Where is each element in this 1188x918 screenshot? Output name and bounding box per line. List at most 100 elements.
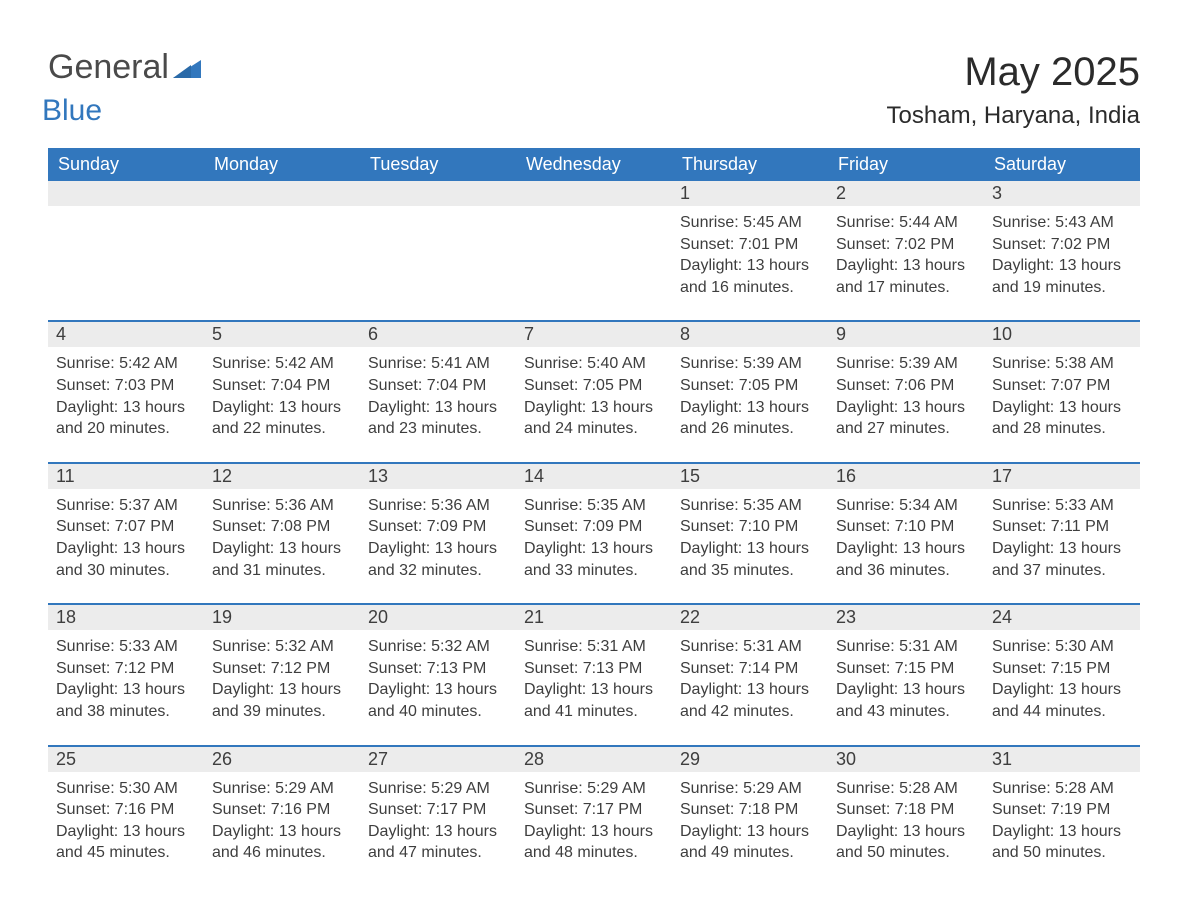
logo-triangle-icon — [173, 56, 201, 78]
day-detail-cell: Sunrise: 5:36 AMSunset: 7:09 PMDaylight:… — [360, 489, 516, 604]
sunrise-text: Sunrise: 5:38 AM — [992, 353, 1132, 375]
daylight-text: and 41 minutes. — [524, 701, 664, 723]
daylight-text: and 23 minutes. — [368, 418, 508, 440]
day-detail-cell: Sunrise: 5:34 AMSunset: 7:10 PMDaylight:… — [828, 489, 984, 604]
day-of-week-header: Tuesday — [360, 148, 516, 181]
day-number-cell — [48, 181, 204, 206]
day-of-week-row: SundayMondayTuesdayWednesdayThursdayFrid… — [48, 148, 1140, 181]
week-number-row: 123 — [48, 181, 1140, 206]
sunrise-text: Sunrise: 5:29 AM — [212, 778, 352, 800]
daylight-text: Daylight: 13 hours — [992, 821, 1132, 843]
day-number-cell — [516, 181, 672, 206]
daylight-text: and 43 minutes. — [836, 701, 976, 723]
day-number-cell: 5 — [204, 321, 360, 347]
sunrise-text: Sunrise: 5:32 AM — [368, 636, 508, 658]
sunset-text: Sunset: 7:06 PM — [836, 375, 976, 397]
sunrise-text: Sunrise: 5:29 AM — [680, 778, 820, 800]
logo-text-block: General Blue — [48, 50, 201, 118]
day-detail-cell: Sunrise: 5:35 AMSunset: 7:09 PMDaylight:… — [516, 489, 672, 604]
daylight-text: Daylight: 13 hours — [836, 679, 976, 701]
calendar-table: SundayMondayTuesdayWednesdayThursdayFrid… — [48, 148, 1140, 886]
daylight-text: Daylight: 13 hours — [56, 397, 196, 419]
day-number-cell: 3 — [984, 181, 1140, 206]
daylight-text: Daylight: 13 hours — [680, 255, 820, 277]
sunrise-text: Sunrise: 5:32 AM — [212, 636, 352, 658]
day-number-cell: 15 — [672, 463, 828, 489]
day-detail-cell: Sunrise: 5:42 AMSunset: 7:04 PMDaylight:… — [204, 347, 360, 462]
day-of-week-header: Thursday — [672, 148, 828, 181]
daylight-text: and 24 minutes. — [524, 418, 664, 440]
sunset-text: Sunset: 7:03 PM — [56, 375, 196, 397]
daylight-text: and 37 minutes. — [992, 560, 1132, 582]
daylight-text: Daylight: 13 hours — [524, 397, 664, 419]
day-detail-cell: Sunrise: 5:44 AMSunset: 7:02 PMDaylight:… — [828, 206, 984, 321]
daylight-text: and 42 minutes. — [680, 701, 820, 723]
daylight-text: Daylight: 13 hours — [992, 679, 1132, 701]
sunset-text: Sunset: 7:17 PM — [368, 799, 508, 821]
daylight-text: Daylight: 13 hours — [680, 821, 820, 843]
sunrise-text: Sunrise: 5:35 AM — [524, 495, 664, 517]
daylight-text: Daylight: 13 hours — [992, 397, 1132, 419]
location-subtitle: Tosham, Haryana, India — [887, 102, 1140, 130]
daylight-text: Daylight: 13 hours — [836, 397, 976, 419]
logo-word-2: Blue — [42, 94, 195, 128]
sunset-text: Sunset: 7:04 PM — [212, 375, 352, 397]
sunrise-text: Sunrise: 5:39 AM — [836, 353, 976, 375]
daylight-text: Daylight: 13 hours — [836, 255, 976, 277]
day-detail-cell: Sunrise: 5:30 AMSunset: 7:16 PMDaylight:… — [48, 772, 204, 886]
day-number-cell: 8 — [672, 321, 828, 347]
day-detail-cell: Sunrise: 5:36 AMSunset: 7:08 PMDaylight:… — [204, 489, 360, 604]
daylight-text: Daylight: 13 hours — [524, 679, 664, 701]
sunrise-text: Sunrise: 5:30 AM — [992, 636, 1132, 658]
sunrise-text: Sunrise: 5:33 AM — [992, 495, 1132, 517]
day-detail-cell: Sunrise: 5:35 AMSunset: 7:10 PMDaylight:… — [672, 489, 828, 604]
day-detail-cell: Sunrise: 5:32 AMSunset: 7:13 PMDaylight:… — [360, 630, 516, 745]
day-number-cell: 28 — [516, 746, 672, 772]
daylight-text: and 26 minutes. — [680, 418, 820, 440]
sunset-text: Sunset: 7:09 PM — [524, 516, 664, 538]
daylight-text: Daylight: 13 hours — [56, 821, 196, 843]
day-detail-cell: Sunrise: 5:31 AMSunset: 7:13 PMDaylight:… — [516, 630, 672, 745]
daylight-text: Daylight: 13 hours — [524, 821, 664, 843]
daylight-text: and 32 minutes. — [368, 560, 508, 582]
sunset-text: Sunset: 7:19 PM — [992, 799, 1132, 821]
sunrise-text: Sunrise: 5:31 AM — [836, 636, 976, 658]
daylight-text: and 49 minutes. — [680, 842, 820, 864]
day-number-cell: 26 — [204, 746, 360, 772]
daylight-text: Daylight: 13 hours — [836, 821, 976, 843]
day-detail-cell: Sunrise: 5:40 AMSunset: 7:05 PMDaylight:… — [516, 347, 672, 462]
daylight-text: and 35 minutes. — [680, 560, 820, 582]
day-detail-cell: Sunrise: 5:42 AMSunset: 7:03 PMDaylight:… — [48, 347, 204, 462]
daylight-text: Daylight: 13 hours — [680, 397, 820, 419]
day-number-cell: 4 — [48, 321, 204, 347]
logo: General Blue — [48, 50, 201, 118]
day-detail-cell: Sunrise: 5:33 AMSunset: 7:11 PMDaylight:… — [984, 489, 1140, 604]
day-detail-cell: Sunrise: 5:30 AMSunset: 7:15 PMDaylight:… — [984, 630, 1140, 745]
day-number-cell: 11 — [48, 463, 204, 489]
daylight-text: and 27 minutes. — [836, 418, 976, 440]
sunset-text: Sunset: 7:14 PM — [680, 658, 820, 680]
daylight-text: and 30 minutes. — [56, 560, 196, 582]
daylight-text: and 31 minutes. — [212, 560, 352, 582]
week-detail-row: Sunrise: 5:33 AMSunset: 7:12 PMDaylight:… — [48, 630, 1140, 745]
day-detail-cell: Sunrise: 5:29 AMSunset: 7:18 PMDaylight:… — [672, 772, 828, 886]
day-number-cell: 12 — [204, 463, 360, 489]
sunset-text: Sunset: 7:09 PM — [368, 516, 508, 538]
daylight-text: and 28 minutes. — [992, 418, 1132, 440]
sunrise-text: Sunrise: 5:40 AM — [524, 353, 664, 375]
daylight-text: Daylight: 13 hours — [56, 679, 196, 701]
day-number-cell: 21 — [516, 604, 672, 630]
month-title: May 2025 — [887, 50, 1140, 94]
sunrise-text: Sunrise: 5:42 AM — [56, 353, 196, 375]
sunset-text: Sunset: 7:10 PM — [836, 516, 976, 538]
title-block: May 2025 Tosham, Haryana, India — [887, 50, 1140, 130]
daylight-text: and 50 minutes. — [992, 842, 1132, 864]
day-detail-cell: Sunrise: 5:29 AMSunset: 7:17 PMDaylight:… — [516, 772, 672, 886]
day-number-cell: 22 — [672, 604, 828, 630]
sunset-text: Sunset: 7:07 PM — [56, 516, 196, 538]
day-detail-cell: Sunrise: 5:39 AMSunset: 7:05 PMDaylight:… — [672, 347, 828, 462]
sunset-text: Sunset: 7:12 PM — [212, 658, 352, 680]
day-detail-cell: Sunrise: 5:29 AMSunset: 7:17 PMDaylight:… — [360, 772, 516, 886]
day-of-week-header: Monday — [204, 148, 360, 181]
daylight-text: Daylight: 13 hours — [56, 538, 196, 560]
